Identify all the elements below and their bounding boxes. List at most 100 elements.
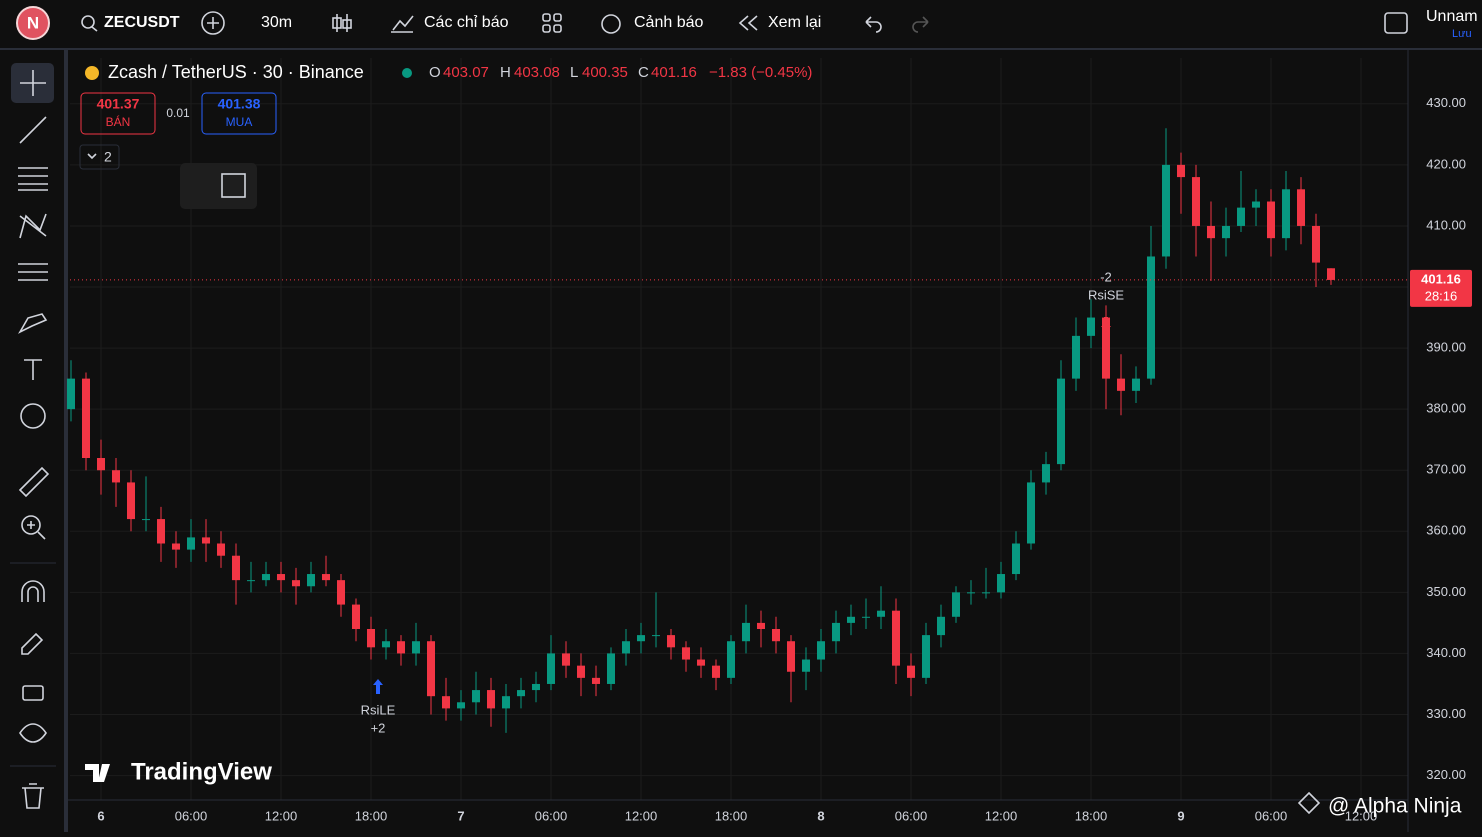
candle-body [862, 616, 870, 618]
chevron [87, 153, 97, 160]
candle-body [187, 537, 195, 550]
text-tool[interactable] [24, 359, 42, 380]
y-tick-label: 320.00 [1426, 767, 1466, 782]
lock-tool[interactable] [22, 685, 44, 701]
signal-qty: -2 [1100, 269, 1112, 284]
interval[interactable]: 30m [261, 14, 292, 31]
x-tick-label: 06:00 [1255, 808, 1288, 823]
candle-body [442, 696, 450, 709]
candle-body [382, 641, 390, 648]
magnet-tool[interactable] [21, 580, 45, 602]
symbol[interactable]: ZECUSDT [104, 14, 180, 31]
legend-l-label: L [570, 64, 578, 81]
candle-body [1162, 164, 1170, 257]
prediction-tool[interactable] [18, 263, 48, 281]
crosshair-tool[interactable] [20, 70, 46, 96]
delete-tool[interactable] [22, 783, 44, 809]
signal-name: RsiLE [361, 702, 396, 717]
candle-body [1087, 317, 1095, 336]
templates-icon[interactable] [542, 13, 562, 33]
credit-icon [1297, 791, 1321, 815]
candle-body [772, 629, 780, 642]
zoom-tool[interactable] [21, 515, 41, 535]
candle-body [352, 604, 360, 630]
candle-body [967, 592, 975, 594]
candle-body [1282, 189, 1290, 239]
tv-logo [85, 764, 110, 782]
candle-body [892, 610, 900, 666]
chart-type-icon [332, 17, 342, 29]
candle-body [1327, 268, 1335, 280]
x-tick-label: 12:00 [1345, 808, 1378, 823]
chart-type-icon[interactable] [336, 14, 348, 32]
candle-body [847, 616, 855, 623]
x-tick-label: 18:00 [355, 808, 388, 823]
select-tool[interactable] [221, 173, 246, 198]
legend-h: 403.08 [514, 64, 560, 81]
last-price-box [1410, 269, 1472, 307]
replay-button[interactable]: Xem lại [768, 14, 821, 31]
pattern-tool[interactable] [19, 213, 47, 239]
top-bar: N ZECUSDT 30m Các chỉ báo Cảnh báo Xem l… [0, 0, 1482, 50]
x-tick-label: 06:00 [895, 808, 928, 823]
sell-label: BÁN [106, 114, 131, 129]
x-tick-label: 18:00 [1075, 808, 1108, 823]
legend-o: 403.07 [443, 64, 489, 81]
brush-tool[interactable] [17, 313, 48, 334]
legend-title: Zcash / TetherUS · 30 · Binance [108, 62, 364, 82]
sell-button[interactable] [80, 92, 156, 135]
candle-body [727, 641, 735, 678]
lock-drawings[interactable] [21, 632, 44, 655]
x-tick-label: 8 [817, 808, 824, 823]
y-tick-label: 410.00 [1426, 217, 1466, 232]
x-tick-label: 12:00 [265, 808, 298, 823]
candle-body [202, 537, 210, 544]
candle-body [1057, 378, 1065, 465]
measure-tool[interactable] [18, 466, 50, 498]
candle-body [262, 574, 270, 581]
candle-body [67, 378, 75, 410]
candle-body [1252, 201, 1260, 208]
x-tick-label: 06:00 [535, 808, 568, 823]
buy-label: MUA [226, 115, 253, 129]
buy-button[interactable] [201, 92, 277, 135]
indicators-button[interactable]: Các chỉ báo [424, 14, 509, 31]
candle-body [682, 647, 690, 660]
candle-body [247, 580, 255, 582]
collapse-button[interactable] [79, 144, 120, 170]
layout-name[interactable]: Unnam [1426, 8, 1478, 25]
trendline-tool[interactable] [19, 116, 47, 144]
candle-body [97, 458, 105, 471]
add-icon [207, 17, 219, 29]
candle-body [127, 482, 135, 520]
y-tick-label: 420.00 [1426, 156, 1466, 171]
undo[interactable] [865, 16, 882, 33]
spread: 0.01 [166, 106, 190, 120]
legend-o-label: O [429, 64, 441, 81]
x-tick-label: 18:00 [715, 808, 748, 823]
y-tick-label: 360.00 [1426, 523, 1466, 538]
candle-body [1147, 256, 1155, 379]
redo[interactable] [912, 16, 929, 33]
legend-h-label: H [500, 64, 511, 81]
alerts-button[interactable]: Cảnh báo [634, 14, 703, 31]
hide-tool[interactable] [19, 723, 47, 743]
candle-body [232, 555, 240, 581]
candle-body [877, 610, 885, 617]
avatar[interactable] [16, 6, 50, 40]
layout-icon[interactable] [1384, 12, 1408, 34]
save-button[interactable]: Lưu [1452, 28, 1472, 40]
y-tick-label: 370.00 [1426, 462, 1466, 477]
watermark: TradingView [131, 758, 272, 785]
chart-area: 430.00420.00410.00400.00390.00380.00370.… [66, 50, 1472, 832]
zoom-icon [27, 521, 46, 540]
left-toolbar [10, 50, 68, 832]
x-tick-label: 12:00 [625, 808, 658, 823]
emoji-tool[interactable] [20, 403, 46, 429]
add-symbol[interactable] [201, 11, 225, 35]
fib-tool[interactable] [18, 167, 48, 191]
candle-body [142, 519, 150, 521]
candle-body [1207, 225, 1215, 239]
